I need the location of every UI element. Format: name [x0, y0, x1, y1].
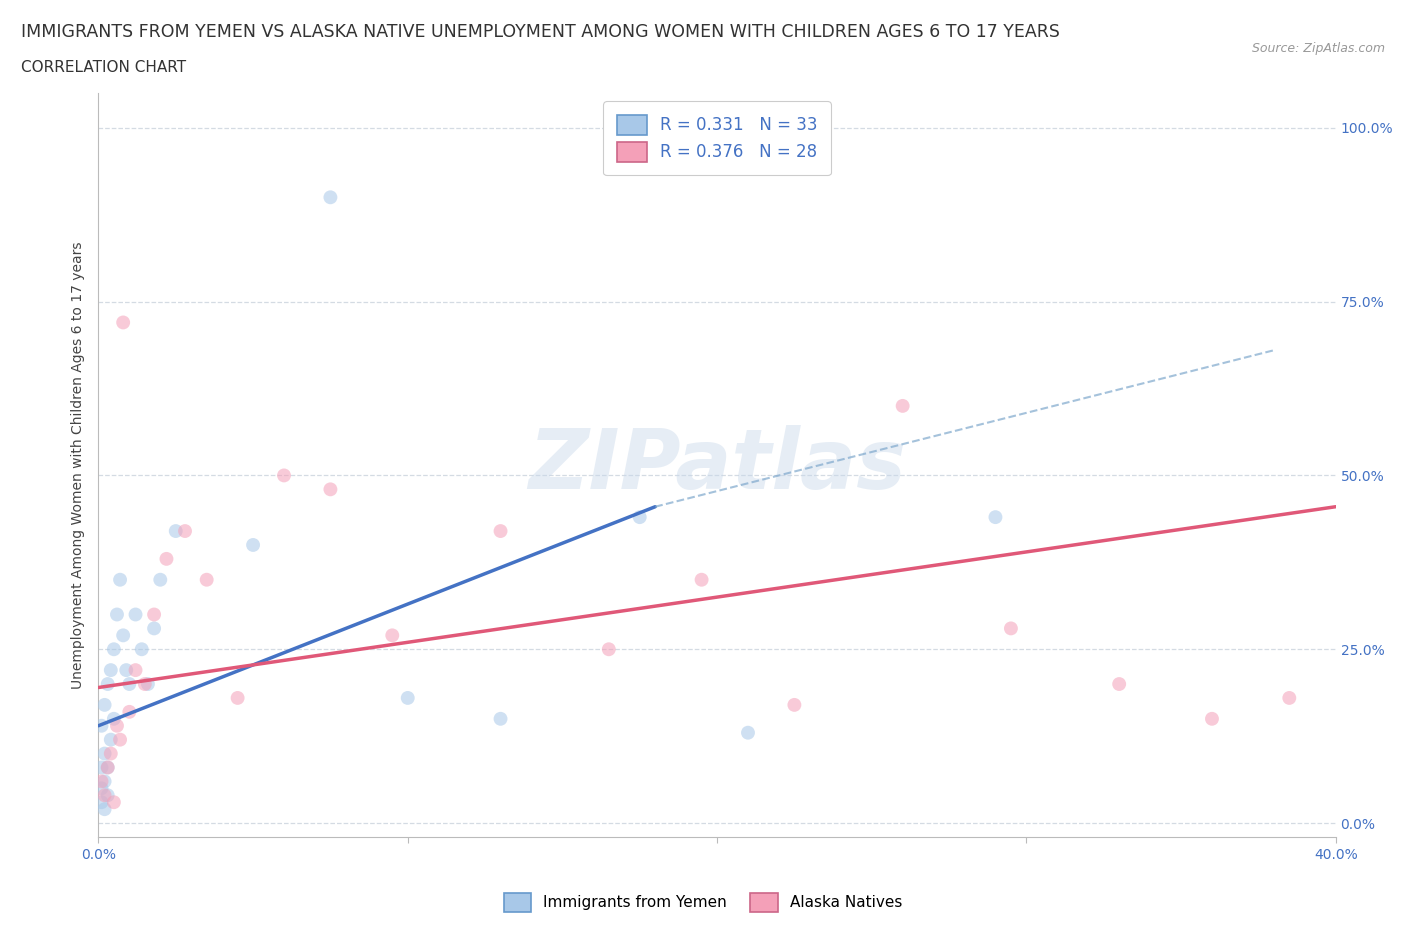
Y-axis label: Unemployment Among Women with Children Ages 6 to 17 years: Unemployment Among Women with Children A… [72, 241, 86, 689]
Point [226, 690, 249, 705]
Point [195, 572, 218, 587]
Point [105, 607, 128, 622]
Point [1278, 690, 1301, 705]
Point [1000, 621, 1022, 636]
Point [112, 315, 135, 330]
Point [103, 711, 125, 726]
Text: CORRELATION CHART: CORRELATION CHART [21, 60, 186, 75]
Point [1201, 711, 1223, 726]
Point [174, 524, 197, 538]
Point [891, 398, 914, 413]
Point [97, 760, 120, 775]
Point [165, 524, 187, 538]
Point [93, 746, 115, 761]
Point [100, 663, 122, 678]
Point [396, 690, 419, 705]
Point [112, 628, 135, 643]
Point [115, 663, 138, 678]
Text: Source: ZipAtlas.com: Source: ZipAtlas.com [1251, 42, 1385, 55]
Point [103, 795, 125, 810]
Point [242, 538, 264, 552]
Point [90, 781, 112, 796]
Point [90, 718, 112, 733]
Point [143, 607, 166, 622]
Point [97, 788, 120, 803]
Point [134, 677, 156, 692]
Point [143, 621, 166, 636]
Point [90, 795, 112, 810]
Point [381, 628, 404, 643]
Point [489, 711, 512, 726]
Point [100, 746, 122, 761]
Point [108, 572, 131, 587]
Point [105, 718, 128, 733]
Point [155, 551, 177, 566]
Point [90, 774, 112, 789]
Point [97, 760, 120, 775]
Point [783, 698, 806, 712]
Point [149, 572, 172, 587]
Point [93, 802, 115, 817]
Point [489, 524, 512, 538]
Point [984, 510, 1007, 525]
Point [93, 788, 115, 803]
Point [103, 642, 125, 657]
Point [136, 677, 159, 692]
Point [97, 677, 120, 692]
Point [124, 607, 146, 622]
Point [118, 677, 141, 692]
Point [737, 725, 759, 740]
Text: IMMIGRANTS FROM YEMEN VS ALASKA NATIVE UNEMPLOYMENT AMONG WOMEN WITH CHILDREN AG: IMMIGRANTS FROM YEMEN VS ALASKA NATIVE U… [21, 23, 1060, 41]
Point [1108, 677, 1130, 692]
Point [598, 642, 620, 657]
Point [108, 732, 131, 747]
Point [93, 698, 115, 712]
Point [93, 774, 115, 789]
Point [90, 760, 112, 775]
Point [628, 510, 651, 525]
Point [131, 642, 153, 657]
Point [273, 468, 295, 483]
Point [124, 663, 146, 678]
Point [319, 482, 342, 497]
Point [100, 732, 122, 747]
Legend: Immigrants from Yemen, Alaska Natives: Immigrants from Yemen, Alaska Natives [498, 887, 908, 918]
Point [118, 704, 141, 719]
Legend: R = 0.331   N = 33, R = 0.376   N = 28: R = 0.331 N = 33, R = 0.376 N = 28 [603, 101, 831, 176]
Point [690, 572, 713, 587]
Point [319, 190, 342, 205]
Text: ZIPatlas: ZIPatlas [529, 424, 905, 506]
